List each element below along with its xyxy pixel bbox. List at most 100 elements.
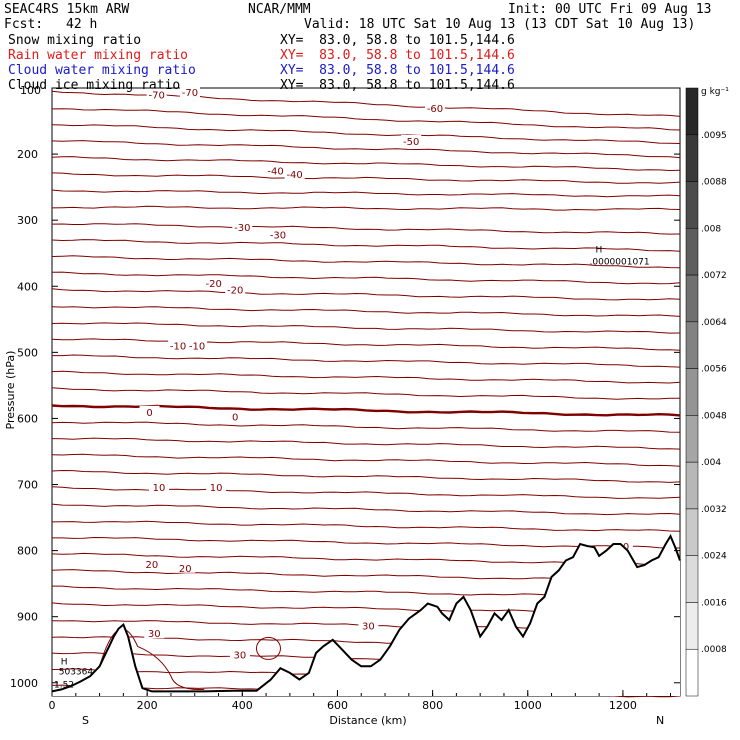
field-rain-xy: XY= 83.0, 58.8 to 101.5,144.6 [280, 48, 515, 63]
colorbar-cell [685, 461, 699, 510]
temperature-labels: -70 -70 -60 -50 -40 -40 -30 -30 -20 -20 -10 -10 0 0 10… [139, 85, 633, 661]
isotherm-line [52, 536, 680, 549]
colorbar-cell [685, 508, 699, 556]
isotherm-line [51, 486, 681, 499]
y-tick-label: 500 [17, 346, 38, 359]
axes: 0 200 400 600 800 1000 12002003004005006007008… [10, 148, 680, 712]
temperature-label-bg [225, 283, 246, 295]
isotherm-line [51, 370, 681, 384]
terrain-line [51, 533, 681, 693]
isotherm-line [51, 306, 681, 317]
temperature-label-bg [232, 220, 253, 232]
y-tick-label: 800 [17, 545, 38, 558]
y-axis-title: Pressure (hPa) [4, 351, 17, 430]
colorbar-label: .0016 [701, 598, 727, 608]
y-tick-label: 900 [17, 611, 38, 624]
y-tick-label: 600 [17, 412, 38, 425]
temperature-label-bg [284, 167, 305, 179]
colorbar-label: .0072 [701, 271, 727, 281]
isotherm-line [52, 354, 681, 368]
isotherm-line [51, 387, 680, 400]
endpoint-south: S [82, 714, 89, 727]
forecast-label: Fcst: [4, 17, 44, 32]
isotherm-line [51, 172, 681, 184]
colorbar-label: .0088 [701, 178, 727, 188]
surface-marker-letter: H [61, 657, 68, 667]
temperature-label: -70 [148, 91, 164, 102]
temperature-label-bg [149, 481, 170, 493]
isotherm-line [51, 338, 681, 351]
colorbar-label: .0032 [701, 505, 727, 515]
isotherm-line [51, 205, 681, 211]
x-tick-label: 400 [232, 699, 253, 712]
field-cloudwater-xy: XY= 83.0, 58.8 to 101.5,144.6 [280, 63, 515, 78]
temperature-label-bg [146, 88, 167, 100]
temperature-label-bg [144, 627, 165, 639]
endpoint-north: N [656, 714, 664, 727]
colorbar-label: .0008 [701, 645, 727, 655]
temperature-label-bg [139, 405, 160, 417]
temperature-label-bg [168, 339, 189, 351]
temperature-label: -20 [206, 279, 222, 290]
temperature-label: 0 [232, 412, 238, 423]
field-snow-xy: XY= 83.0, 58.8 to 101.5,144.6 [280, 33, 515, 48]
temperature-label-bg [179, 85, 200, 97]
isotherm-line [51, 520, 681, 532]
isotherm-line [51, 271, 681, 285]
isotherm-line [51, 421, 681, 433]
colorbar-cell [685, 181, 699, 229]
temperature-label-bg [175, 561, 196, 573]
colorbar-cell [685, 648, 699, 697]
isotherm-line [51, 437, 681, 450]
high-marker-letter: H [596, 246, 603, 256]
field-cloudwater-name: Cloud water mixing ratio [8, 63, 196, 78]
isotherm-closed [255, 636, 281, 660]
colorbar-label: .0064 [701, 318, 727, 328]
colorbar-cell [685, 87, 699, 136]
y-tick-label: 1000 [10, 677, 38, 690]
x-tick-label: 200 [137, 699, 158, 712]
model-title: SEAC4RS 15km ARW [4, 2, 130, 17]
forecast-hours: 42 h [66, 17, 98, 32]
colorbar-cell [685, 321, 699, 369]
colorbar-cell [685, 602, 699, 650]
temperature-label-bg [358, 619, 379, 631]
isotherm-line [51, 90, 681, 117]
y-top-label: 100 [20, 84, 41, 97]
field-cloudice-xy: XY= 83.0, 58.8 to 101.5,144.6 [280, 78, 515, 93]
temperature-label: 0 [146, 408, 152, 419]
temperature-label-bg [187, 339, 208, 351]
temperature-label: -30 [270, 231, 286, 242]
temperature-label: -10 [170, 342, 186, 353]
colorbar-label: .0095 [701, 131, 727, 141]
temperature-label-bg [225, 410, 246, 422]
valid-time: Valid: 18 UTC Sat 10 Aug 13 (13 CDT Sat … [304, 17, 696, 32]
temperature-label-bg [265, 164, 286, 176]
terrain-layer [51, 533, 681, 696]
colorbar-label: .004 [701, 458, 721, 468]
isotherm-line [51, 255, 681, 269]
temperature-label: -60 [427, 104, 443, 115]
temperature-label: 10 [153, 483, 166, 494]
x-tick-label: 600 [327, 699, 348, 712]
temperature-label: 10 [210, 483, 223, 494]
isotherm-line [51, 453, 681, 467]
temperature-label: -30 [234, 223, 250, 234]
temperature-label: -10 [189, 342, 205, 353]
isotherm-line [51, 288, 681, 301]
surface-marker-value: 503364 [59, 667, 94, 677]
init-time: Init: 00 UTC Fri 09 Aug 13 [508, 2, 712, 17]
field-rain-name: Rain water mixing ratio [8, 48, 189, 63]
temperature-label: -70 [182, 88, 198, 99]
temperature-label: -40 [286, 170, 302, 181]
colorbar-cell [685, 368, 699, 416]
temperature-label-bg [267, 228, 288, 240]
colorbar-unit: g kg⁻¹ [701, 87, 729, 97]
temperature-label: -40 [267, 167, 283, 178]
temperature-label-bg [401, 134, 422, 146]
colorbar-cell [685, 415, 699, 463]
isotherm-line [51, 322, 681, 334]
field-cloudice-name: Cloud ice mixing ratio [8, 78, 181, 93]
temperature-label: 20 [179, 564, 192, 575]
